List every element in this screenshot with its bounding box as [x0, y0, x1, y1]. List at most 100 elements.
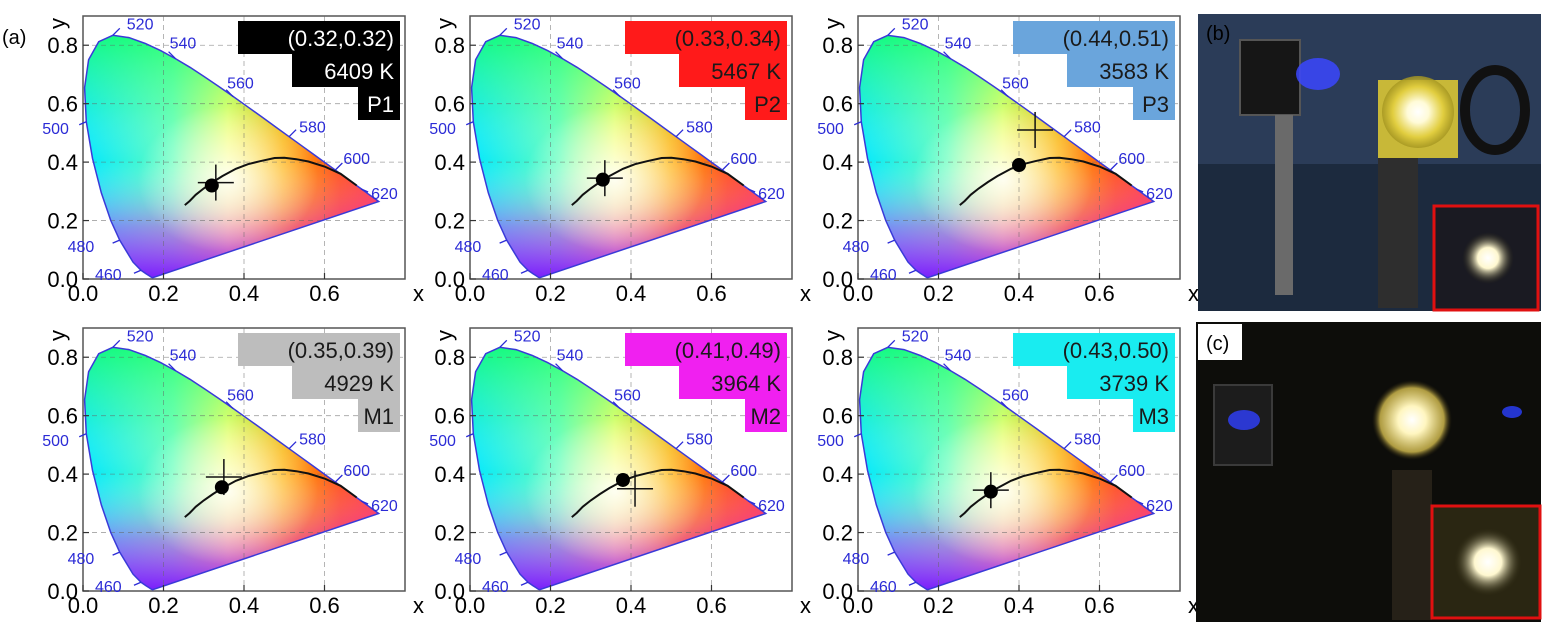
- y-tick-label: 0.0: [434, 267, 465, 292]
- x-tick-label: 0.4: [1004, 281, 1035, 306]
- photo-c-label: (c): [1206, 333, 1229, 355]
- label-box: [358, 399, 400, 432]
- y-axis-label: y: [432, 18, 457, 29]
- coord-label: (0.33,0.34): [675, 26, 781, 51]
- measured-point: [204, 178, 219, 193]
- measured-point: [595, 172, 610, 187]
- planckian-locus: [571, 468, 745, 518]
- wavelength-label: 600: [730, 463, 757, 480]
- wavelength-tick: [133, 269, 142, 274]
- photo-b-label: (b): [1206, 23, 1230, 45]
- wavelength-label: 600: [1118, 463, 1145, 480]
- photo-b-post-left: [1275, 115, 1293, 295]
- wavelength-tick: [1063, 441, 1072, 450]
- wavelength-label: 580: [1074, 120, 1101, 137]
- wavelength-tick: [612, 89, 621, 98]
- x-tick-label: 0.4: [229, 281, 260, 306]
- planckian-locus: [184, 156, 358, 206]
- label-box: [1013, 333, 1175, 366]
- wavelength-tick: [520, 581, 529, 586]
- wavelength-label: 480: [68, 239, 95, 256]
- wavelength-tick: [853, 121, 862, 126]
- y-tick-label: 0.8: [47, 33, 78, 58]
- sample-label: P1: [367, 92, 394, 117]
- wavelength-tick: [168, 363, 177, 372]
- label-box: [358, 87, 400, 120]
- wavelength-label: 540: [945, 36, 972, 53]
- wavelength-label: 580: [686, 432, 713, 449]
- wavelength-label: 600: [343, 151, 370, 168]
- x-tick-label: 0.2: [923, 281, 954, 306]
- photo-b-laser-spot: [1296, 58, 1340, 90]
- photo-b-mount-left: [1239, 39, 1301, 116]
- wavelength-label: 600: [343, 463, 370, 480]
- wavelength-tick: [465, 121, 474, 126]
- wavelength-label: 460: [870, 579, 897, 596]
- y-tick-label: 0.8: [822, 345, 853, 370]
- label-box: [679, 366, 787, 399]
- wavelength-label: 460: [482, 579, 509, 596]
- coord-label: (0.35,0.39): [288, 338, 394, 363]
- coord-label: (0.32,0.32): [288, 26, 394, 51]
- planckian-locus: [959, 468, 1133, 518]
- photo-b: (b): [1198, 14, 1541, 312]
- wavelength-tick: [225, 401, 234, 410]
- wavelength-label: 460: [95, 579, 122, 596]
- label-box: [1133, 399, 1175, 432]
- y-tick-label: 0.6: [47, 92, 78, 117]
- x-axis-label: x: [800, 593, 811, 618]
- label-box: [1067, 54, 1175, 87]
- y-tick-label: 0.2: [47, 521, 78, 546]
- wavelength-tick: [1135, 500, 1144, 505]
- wavelength-tick: [168, 51, 177, 60]
- wavelength-tick: [1063, 129, 1072, 138]
- photo-b-inset: [1432, 204, 1540, 312]
- wavelength-tick: [360, 500, 369, 505]
- sample-label: P3: [1142, 92, 1169, 117]
- x-tick-label: 0.4: [616, 281, 647, 306]
- wavelength-tick: [334, 162, 343, 171]
- wavelength-label: 580: [299, 432, 326, 449]
- wavelength-tick: [112, 239, 120, 244]
- y-tick-label: 0.4: [47, 150, 78, 175]
- wavelength-label: 560: [227, 388, 254, 405]
- wavelength-label: 540: [170, 36, 197, 53]
- figure-label: (a): [2, 27, 26, 49]
- x-tick-label: 0.6: [696, 593, 727, 618]
- y-tick-label: 0.8: [434, 33, 465, 58]
- y-tick-label: 0.6: [434, 92, 465, 117]
- wavelength-label: 520: [514, 16, 541, 33]
- y-tick-label: 0.0: [822, 579, 853, 604]
- x-tick-label: 0.0: [843, 593, 874, 618]
- sample-label: M2: [750, 404, 781, 429]
- wavelength-label: 500: [42, 121, 69, 138]
- photo-b-inset-glow: [1462, 232, 1514, 284]
- wavelength-tick: [1109, 474, 1118, 483]
- wavelength-tick: [499, 339, 508, 348]
- x-tick-label: 0.4: [229, 593, 260, 618]
- y-axis-label: y: [820, 18, 845, 29]
- wavelength-label: 480: [843, 551, 870, 568]
- x-axis-label: x: [413, 593, 424, 618]
- wavelength-label: 580: [1074, 432, 1101, 449]
- x-tick-label: 0.0: [68, 593, 99, 618]
- wavelength-tick: [1000, 401, 1009, 410]
- wavelength-tick: [747, 500, 756, 505]
- wavelength-tick: [853, 433, 862, 438]
- photo-c-glow: [1372, 380, 1452, 460]
- wavelength-tick: [887, 239, 895, 244]
- photo-c-post: [1392, 470, 1432, 620]
- photo-c-inset-glow: [1454, 528, 1522, 596]
- photo-c-label-bg: [1198, 324, 1242, 360]
- wavelength-label: 520: [902, 16, 929, 33]
- wavelength-tick: [112, 27, 121, 36]
- wavelength-label: 480: [68, 551, 95, 568]
- measured-point: [983, 484, 998, 499]
- wavelength-label: 460: [482, 267, 509, 284]
- wavelength-tick: [612, 401, 621, 410]
- label-box: [238, 21, 400, 54]
